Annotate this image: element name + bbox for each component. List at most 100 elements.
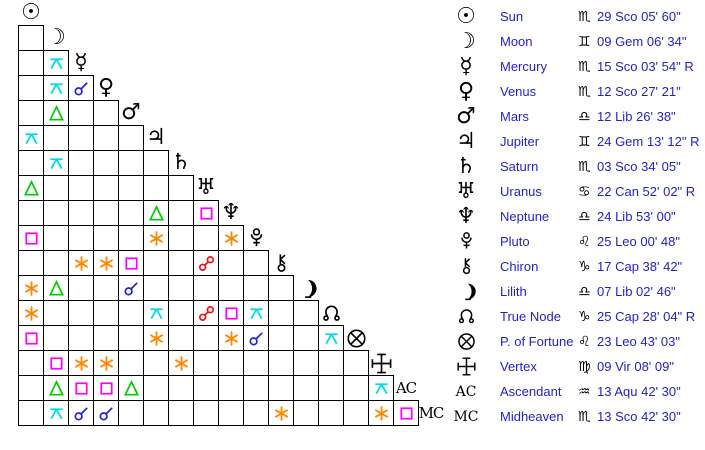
conjunction-aspect-cell: [68, 75, 94, 101]
empty-aspect-cell: [118, 300, 144, 326]
quincunx-aspect-cell: [243, 300, 269, 326]
empty-aspect-cell: [243, 400, 269, 426]
sun-icon: ☉: [21, 0, 41, 25]
chiron-icon: [445, 256, 487, 277]
planet-position[interactable]: 25 Leo 00' 48": [597, 234, 681, 249]
sextile-aspect-cell: [68, 350, 94, 376]
empty-aspect-cell: [168, 300, 194, 326]
zodiac-sign-icon: ♎: [578, 108, 591, 125]
planet-name[interactable]: Saturn: [500, 159, 539, 174]
legend-row-moon: ☽ Moon ♊ 09 Gem 06' 34": [445, 29, 705, 54]
empty-aspect-cell: [243, 375, 269, 401]
planet-name[interactable]: Neptune: [500, 209, 550, 224]
empty-aspect-cell: [93, 275, 119, 301]
empty-aspect-cell: [318, 350, 344, 376]
planet-position[interactable]: 25 Cap 28' 04" R: [597, 309, 696, 324]
planet-name[interactable]: Venus: [500, 84, 537, 99]
sextile-icon: [97, 254, 116, 273]
planet-position[interactable]: 15 Sco 03' 54" R: [597, 59, 694, 74]
planet-position[interactable]: 13 Aqu 42' 30": [597, 384, 681, 399]
square-icon: [397, 404, 416, 423]
empty-aspect-cell: [168, 175, 194, 201]
zodiac-sign-icon: ♑: [578, 258, 591, 275]
zodiac-sign-icon: ♌: [578, 333, 591, 350]
empty-aspect-cell: [18, 100, 44, 126]
square-icon: [47, 354, 66, 373]
square-aspect-cell: [18, 225, 44, 251]
legend-row-jupiter: ♃ Jupiter ♊ 24 Gem 13' 12" R: [445, 129, 705, 154]
mars-icon: ♂: [456, 103, 476, 129]
conjunction-icon: [97, 404, 116, 423]
planet-name[interactable]: True Node: [500, 309, 561, 324]
trine-icon: [47, 279, 66, 298]
planet-position[interactable]: 12 Lib 26' 38": [597, 109, 676, 124]
sextile-aspect-cell: [368, 400, 394, 426]
empty-aspect-cell: [293, 325, 319, 351]
planet-name[interactable]: Ascendant: [500, 384, 562, 399]
zodiac-sign-icon: ♏: [578, 408, 591, 425]
planet-name[interactable]: Jupiter: [500, 134, 540, 149]
empty-aspect-cell: [168, 200, 194, 226]
empty-aspect-cell: [343, 375, 369, 401]
pluto-icon: [445, 231, 487, 252]
planet-position[interactable]: 09 Vir 08' 09": [597, 359, 674, 374]
empty-aspect-cell: [168, 225, 194, 251]
uranus-icon: ♅: [196, 175, 216, 200]
sun-icon: ☉: [456, 3, 476, 29]
sextile-icon: [272, 404, 291, 423]
aspect-grid: ☉ ☽ ☿ ♀ ♂ ♃ ♄ ♅ ♆ AC MC: [18, 0, 463, 430]
planet-name[interactable]: Chiron: [500, 259, 539, 274]
empty-aspect-cell: [218, 250, 244, 276]
legend-row-sun: ☉ Sun ♏ 29 Sco 05' 60": [445, 4, 705, 29]
trine-aspect-cell: [18, 175, 44, 201]
square-aspect-cell: [393, 400, 419, 426]
empty-aspect-cell: [143, 400, 169, 426]
square-icon: [22, 229, 41, 248]
quincunx-icon: [322, 329, 341, 348]
opposition-aspect-cell: [193, 300, 219, 326]
planet-position[interactable]: 17 Cap 38' 42": [597, 259, 683, 274]
planet-name[interactable]: P. of Fortune: [500, 334, 574, 349]
square-icon: [72, 379, 91, 398]
ac-icon: AC: [455, 383, 477, 400]
empty-aspect-cell: [143, 150, 169, 176]
empty-aspect-cell: [43, 300, 69, 326]
planet-name[interactable]: Uranus: [500, 184, 542, 199]
empty-aspect-cell: [18, 350, 44, 376]
empty-aspect-cell: [68, 200, 94, 226]
planet-name[interactable]: Lilith: [500, 284, 527, 299]
planet-position[interactable]: 23 Leo 43' 03": [597, 334, 681, 349]
empty-aspect-cell: [43, 250, 69, 276]
planet-name[interactable]: Pluto: [500, 234, 530, 249]
planet-name[interactable]: Midheaven: [500, 409, 564, 424]
legend-row-mercury: ☿ Mercury ♏ 15 Sco 03' 54" R: [445, 54, 705, 79]
lilith-icon: [445, 281, 487, 302]
zodiac-sign-icon: ♏: [578, 83, 591, 100]
planet-name[interactable]: Mars: [500, 109, 529, 124]
legend-row-truenode: True Node ♑ 25 Cap 28' 04" R: [445, 304, 705, 329]
planet-position[interactable]: 13 Sco 42' 30": [597, 409, 681, 424]
planet-position[interactable]: 07 Lib 02' 46": [597, 284, 676, 299]
planet-name[interactable]: Vertex: [500, 359, 537, 374]
empty-aspect-cell: [68, 325, 94, 351]
square-aspect-cell: [43, 350, 69, 376]
planet-position[interactable]: 29 Sco 05' 60": [597, 9, 681, 24]
empty-aspect-cell: [243, 250, 269, 276]
planet-position[interactable]: 09 Gem 06' 34": [597, 34, 687, 49]
planet-name[interactable]: Mercury: [500, 59, 547, 74]
quincunx-icon: [47, 54, 66, 73]
empty-aspect-cell: [18, 375, 44, 401]
empty-aspect-cell: [143, 175, 169, 201]
planet-position[interactable]: 24 Lib 53' 00": [597, 209, 676, 224]
planet-position[interactable]: 12 Sco 27' 21": [597, 84, 681, 99]
quincunx-aspect-cell: [18, 125, 44, 151]
planet-position[interactable]: 24 Gem 13' 12" R: [597, 134, 700, 149]
planet-position[interactable]: 22 Can 52' 02" R: [597, 184, 696, 199]
square-icon: [22, 329, 41, 348]
planet-name[interactable]: Sun: [500, 9, 524, 24]
empty-aspect-cell: [143, 375, 169, 401]
planet-position[interactable]: 03 Sco 34' 05": [597, 159, 681, 174]
planet-name[interactable]: Moon: [500, 34, 533, 49]
empty-aspect-cell: [68, 175, 94, 201]
mc-icon: MC: [453, 408, 479, 425]
